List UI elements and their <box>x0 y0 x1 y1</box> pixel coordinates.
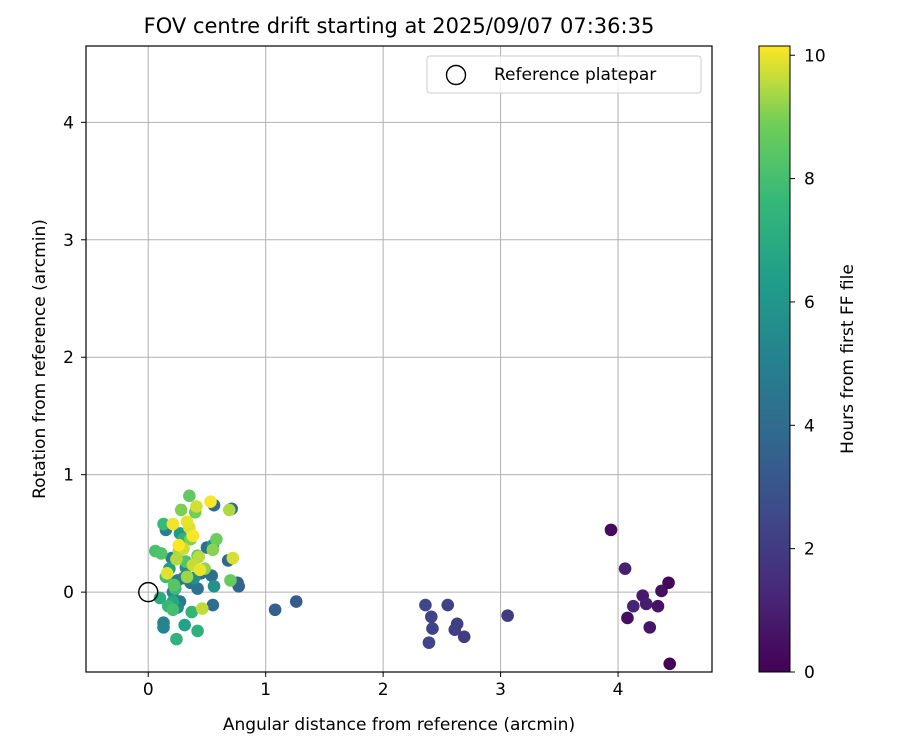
data-point <box>166 603 180 617</box>
data-point <box>651 599 665 613</box>
data-point <box>154 547 168 560</box>
data-point <box>268 603 282 617</box>
data-point <box>167 578 181 592</box>
data-point <box>639 597 653 611</box>
data-point <box>157 517 170 531</box>
data-point <box>422 636 436 649</box>
data-point <box>183 489 196 503</box>
data-point <box>193 563 207 577</box>
data-point <box>166 517 180 531</box>
data-point <box>195 602 209 615</box>
y-tick-label: 1 <box>63 466 74 486</box>
x-axis-label: Angular distance from reference (arcmin) <box>223 715 575 735</box>
colorbar-tick-label: 2 <box>804 540 815 560</box>
y-tick-label: 4 <box>63 113 74 133</box>
data-point <box>662 576 675 590</box>
data-point <box>186 529 200 543</box>
data-point <box>226 551 240 565</box>
y-tick-label: 3 <box>63 231 74 251</box>
x-tick-label: 4 <box>613 680 624 700</box>
legend-box <box>426 55 702 94</box>
legend: Reference platepar <box>426 55 702 94</box>
grid-lines <box>86 46 712 672</box>
legend-label: Reference platepar <box>494 65 656 85</box>
data-point <box>172 538 186 552</box>
reference-point-marker <box>138 581 159 603</box>
data-point <box>204 495 217 508</box>
data-point <box>207 579 221 593</box>
data-point <box>178 618 191 632</box>
data-point <box>190 500 203 513</box>
colorbar-ticks: 0 2 4 6 8 10 <box>790 46 826 683</box>
colorbar-tick-label: 10 <box>804 46 826 66</box>
colorbar: 0 2 4 6 8 10 Hours from first FF file <box>758 45 858 683</box>
data-point <box>206 598 220 612</box>
data-point <box>618 562 632 575</box>
legend-marker-icon <box>445 64 467 86</box>
x-tick-label: 1 <box>260 680 271 700</box>
data-point <box>448 623 462 637</box>
colorbar-tick-label: 0 <box>804 663 815 683</box>
data-point <box>222 503 236 517</box>
data-point <box>210 532 223 546</box>
colorbar-gradient <box>758 45 791 673</box>
data-point <box>655 584 668 598</box>
x-tick-label: 0 <box>143 680 154 700</box>
data-point <box>501 609 514 622</box>
data-point <box>663 657 677 671</box>
data-point <box>621 611 634 625</box>
data-point <box>206 543 220 557</box>
data-point <box>170 552 183 566</box>
data-point <box>426 622 439 635</box>
data-point <box>289 595 303 608</box>
data-point <box>643 621 657 634</box>
data-point <box>180 515 194 528</box>
x-tick-label: 2 <box>378 680 389 700</box>
data-point <box>457 630 471 644</box>
colorbar-tick-label: 4 <box>804 416 815 436</box>
data-point <box>191 624 204 638</box>
data-point <box>604 523 618 537</box>
chart-title: FOV centre drift starting at 2025/09/07 … <box>144 14 655 38</box>
data-point <box>180 570 194 584</box>
data-point <box>157 621 170 634</box>
colorbar-tick-label: 8 <box>804 170 815 190</box>
data-point <box>627 599 640 613</box>
data-point <box>424 610 438 624</box>
data-point <box>441 598 455 612</box>
y-tick-label: 2 <box>63 348 74 368</box>
plot-frame <box>85 45 713 673</box>
data-point <box>170 632 183 646</box>
x-tick-label: 3 <box>495 680 506 700</box>
data-points <box>148 489 677 671</box>
y-axis-label: Rotation from reference (arcmin) <box>30 219 50 499</box>
axis-ticks: 0 1 2 3 4 0 1 2 3 4 <box>63 113 623 700</box>
colorbar-label: Hours from first FF file <box>838 264 858 454</box>
data-point <box>160 567 174 580</box>
data-point <box>224 574 237 587</box>
data-point <box>185 605 199 619</box>
y-tick-label: 0 <box>63 583 74 603</box>
colorbar-tick-label: 6 <box>804 293 815 313</box>
data-point <box>419 598 432 612</box>
data-point <box>174 503 188 517</box>
